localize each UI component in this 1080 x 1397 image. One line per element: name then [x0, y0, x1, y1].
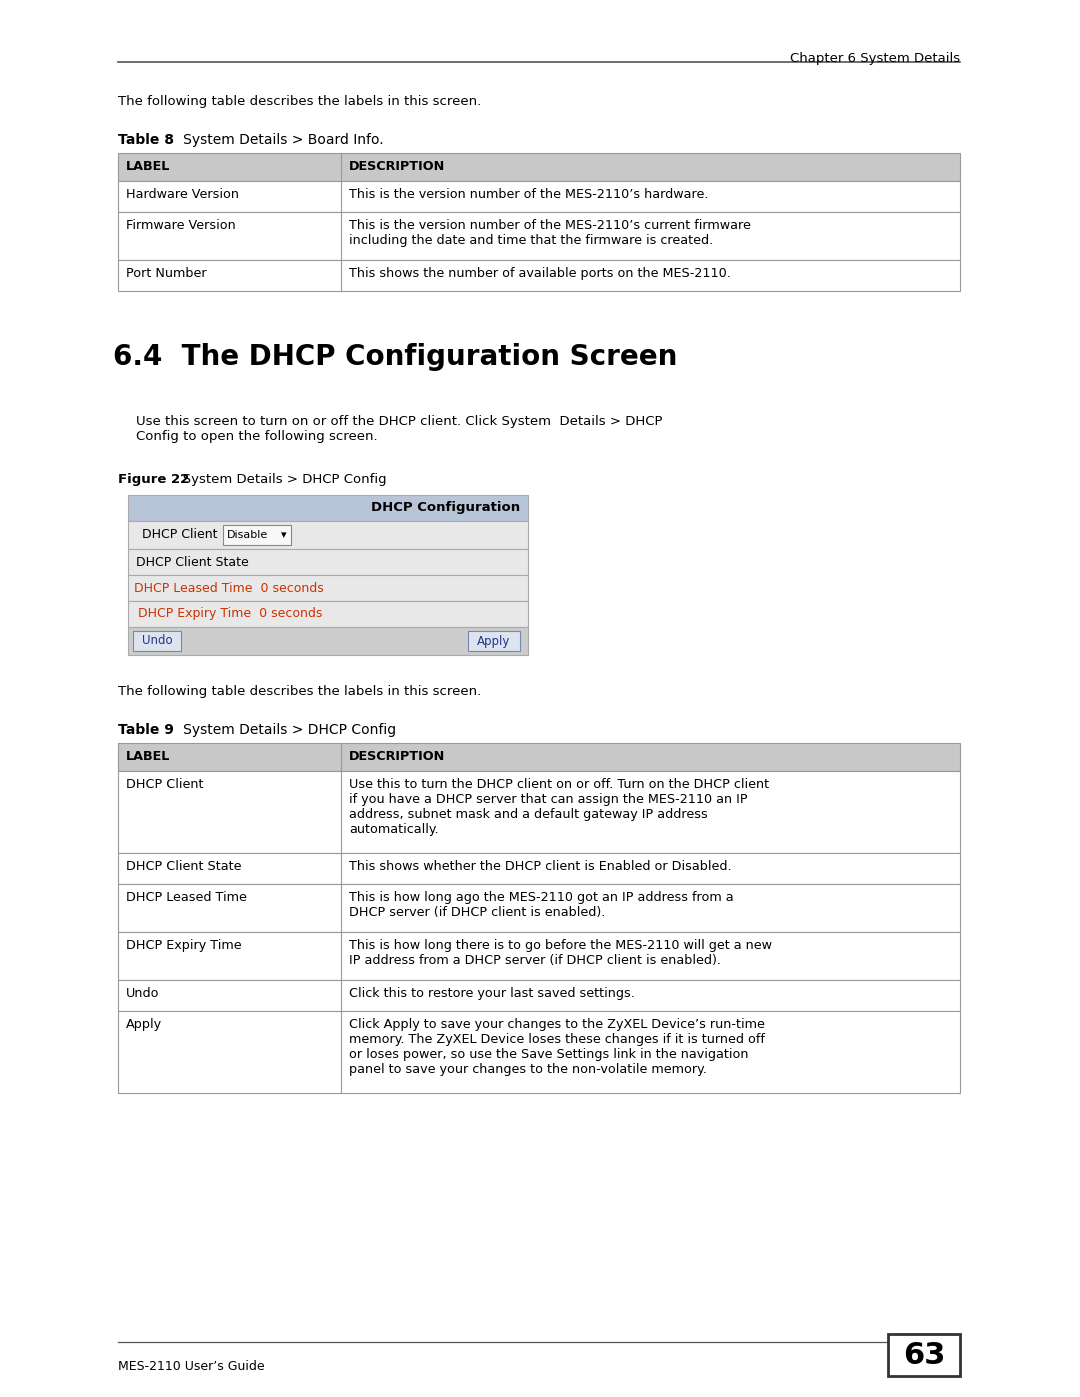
Text: DHCP Client State: DHCP Client State [126, 861, 242, 873]
Bar [129, 627, 528, 655]
Text: System Details > DHCP Config: System Details > DHCP Config [170, 474, 387, 486]
Bar [118, 981, 960, 1011]
Text: DHCP Expiry Time: DHCP Expiry Time [126, 939, 242, 951]
Text: This is how long ago the MES-2110 got an IP address from a
DHCP server (if DHCP : This is how long ago the MES-2110 got an… [349, 891, 733, 919]
Text: Port Number: Port Number [126, 267, 206, 279]
Text: Table 8: Table 8 [118, 133, 174, 147]
Text: 6.4  The DHCP Configuration Screen: 6.4 The DHCP Configuration Screen [113, 344, 677, 372]
Text: This shows the number of available ports on the MES-2110.: This shows the number of available ports… [349, 267, 731, 279]
Text: The following table describes the labels in this screen.: The following table describes the labels… [118, 685, 482, 698]
Text: MES-2110 User’s Guide: MES-2110 User’s Guide [118, 1361, 265, 1373]
Bar [129, 549, 528, 576]
Text: Disable: Disable [227, 529, 268, 541]
Bar [118, 212, 960, 260]
Text: Figure 22: Figure 22 [118, 474, 189, 486]
Text: Firmware Version: Firmware Version [126, 219, 235, 232]
Text: This is the version number of the MES-2110’s current firmware
including the date: This is the version number of the MES-21… [349, 219, 751, 247]
Text: The following table describes the labels in this screen.: The following table describes the labels… [118, 95, 482, 108]
Text: This is how long there is to go before the MES-2110 will get a new
IP address fr: This is how long there is to go before t… [349, 939, 772, 967]
Bar [118, 771, 960, 854]
Bar [129, 521, 528, 549]
Text: This shows whether the DHCP client is Enabled or Disabled.: This shows whether the DHCP client is En… [349, 861, 732, 873]
Text: Click this to restore your last saved settings.: Click this to restore your last saved se… [349, 988, 635, 1000]
Text: DHCP Expiry Time  0 seconds: DHCP Expiry Time 0 seconds [138, 608, 322, 620]
Text: ▾: ▾ [282, 529, 287, 541]
Text: DHCP Client State: DHCP Client State [136, 556, 248, 569]
Text: System Details > Board Info.: System Details > Board Info. [170, 133, 383, 147]
Text: Click Apply to save your changes to the ZyXEL Device’s run-time
memory. The ZyXE: Click Apply to save your changes to the … [349, 1018, 765, 1076]
Text: Undo: Undo [126, 988, 160, 1000]
Text: Hardware Version: Hardware Version [126, 189, 239, 201]
Text: System Details > DHCP Config: System Details > DHCP Config [170, 724, 396, 738]
Bar [118, 932, 960, 981]
Text: DHCP Client: DHCP Client [143, 528, 218, 542]
Bar [118, 182, 960, 212]
Text: Use this screen to turn on or off the DHCP client. Click System  Details > DHCP
: Use this screen to turn on or off the DH… [136, 415, 662, 443]
Text: LABEL: LABEL [126, 750, 171, 764]
Bar [118, 854, 960, 884]
Bar [888, 1334, 960, 1376]
Text: Apply: Apply [126, 1018, 162, 1031]
Text: Undo: Undo [141, 634, 173, 647]
Bar [118, 884, 960, 932]
Text: This is the version number of the MES-2110’s hardware.: This is the version number of the MES-21… [349, 189, 708, 201]
Bar [118, 743, 960, 771]
Text: DHCP Leased Time  0 seconds: DHCP Leased Time 0 seconds [134, 581, 324, 595]
Bar [222, 525, 291, 545]
Bar [118, 154, 960, 182]
Text: DHCP Client: DHCP Client [126, 778, 203, 791]
Text: 63: 63 [903, 1341, 945, 1369]
Bar [129, 495, 528, 521]
Text: DHCP Configuration: DHCP Configuration [370, 502, 519, 514]
Bar [468, 631, 519, 651]
Bar [118, 260, 960, 291]
Text: DESCRIPTION: DESCRIPTION [349, 161, 445, 173]
Text: Apply: Apply [477, 634, 511, 647]
Text: Table 9: Table 9 [118, 724, 174, 738]
Text: Use this to turn the DHCP client on or off. Turn on the DHCP client
if you have : Use this to turn the DHCP client on or o… [349, 778, 769, 835]
Bar [129, 601, 528, 627]
Bar [118, 1011, 960, 1092]
Bar [133, 631, 181, 651]
Text: LABEL: LABEL [126, 161, 171, 173]
Text: DHCP Leased Time: DHCP Leased Time [126, 891, 247, 904]
Text: Chapter 6 System Details: Chapter 6 System Details [789, 52, 960, 66]
Text: DESCRIPTION: DESCRIPTION [349, 750, 445, 764]
Bar [129, 576, 528, 601]
